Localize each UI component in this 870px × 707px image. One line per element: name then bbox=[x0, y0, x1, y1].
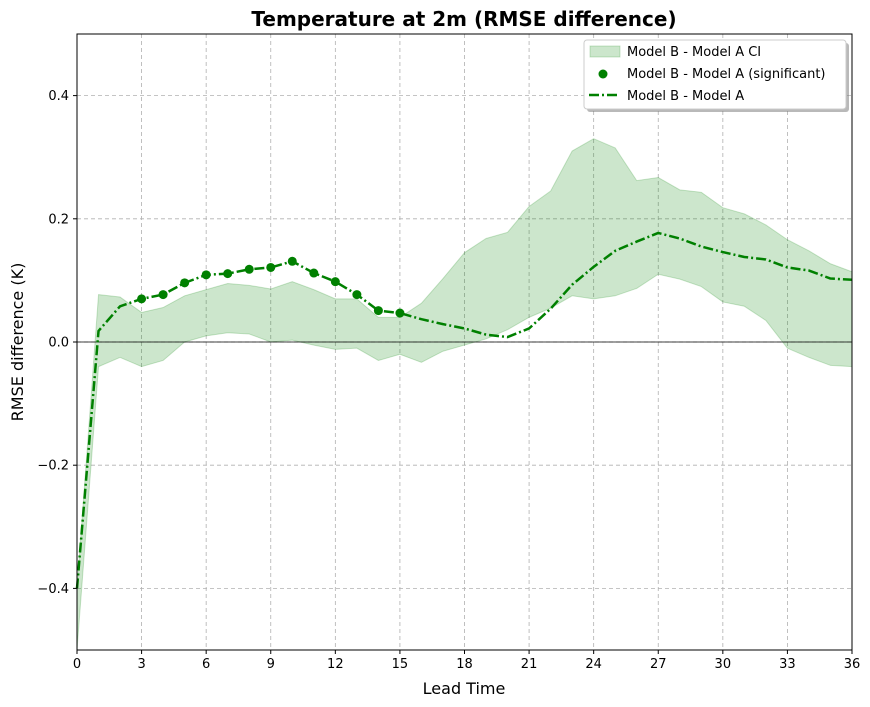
y-tick-label: 0.0 bbox=[48, 336, 69, 351]
x-tick-label: 3 bbox=[137, 657, 145, 672]
significant-point bbox=[309, 268, 319, 278]
x-tick-label: 0 bbox=[73, 657, 81, 672]
chart-title: Temperature at 2m (RMSE difference) bbox=[251, 7, 676, 31]
x-tick-label: 21 bbox=[521, 657, 538, 672]
y-tick-label: 0.2 bbox=[48, 212, 69, 227]
significant-point bbox=[201, 270, 211, 280]
legend-swatch-significant bbox=[598, 69, 608, 79]
y-tick-label: −0.4 bbox=[37, 582, 69, 597]
x-tick-label: 36 bbox=[844, 657, 861, 672]
significant-point bbox=[266, 262, 276, 272]
legend-label-line: Model B - Model A bbox=[627, 89, 744, 104]
significant-point bbox=[330, 277, 340, 287]
x-tick-label: 30 bbox=[715, 657, 732, 672]
legend-box bbox=[583, 39, 847, 110]
x-tick-label: 18 bbox=[456, 657, 473, 672]
significant-point bbox=[223, 269, 233, 279]
significant-point bbox=[180, 278, 190, 288]
legend-label-significant: Model B - Model A (significant) bbox=[627, 67, 826, 82]
legend: Model B - Model A CI Model B - Model A (… bbox=[583, 39, 849, 112]
y-tick-label: −0.2 bbox=[37, 459, 69, 474]
x-tick-label: 24 bbox=[585, 657, 602, 672]
y-axis: −0.4 −0.2 0.0 0.2 0.4 bbox=[37, 89, 77, 597]
legend-label-ci: Model B - Model A CI bbox=[627, 45, 761, 60]
x-tick-label: 33 bbox=[779, 657, 796, 672]
x-tick-label: 9 bbox=[267, 657, 275, 672]
point-layer bbox=[137, 256, 405, 318]
significant-point bbox=[137, 294, 147, 304]
significant-point bbox=[352, 290, 362, 300]
y-axis-title: RMSE difference (K) bbox=[8, 263, 27, 422]
x-axis-title: Lead Time bbox=[423, 679, 506, 698]
significant-point bbox=[158, 290, 168, 300]
x-tick-label: 27 bbox=[650, 657, 667, 672]
significant-point bbox=[395, 308, 405, 318]
significant-point bbox=[287, 256, 297, 266]
significant-point bbox=[373, 306, 383, 316]
x-tick-label: 12 bbox=[327, 657, 344, 672]
x-axis: 0 3 6 9 12 15 18 21 24 27 30 33 36 bbox=[73, 650, 860, 672]
x-tick-label: 6 bbox=[202, 657, 210, 672]
significant-point bbox=[244, 264, 254, 274]
x-tick-label: 15 bbox=[392, 657, 409, 672]
y-tick-label: 0.4 bbox=[48, 89, 69, 104]
legend-swatch-ci bbox=[589, 45, 621, 58]
